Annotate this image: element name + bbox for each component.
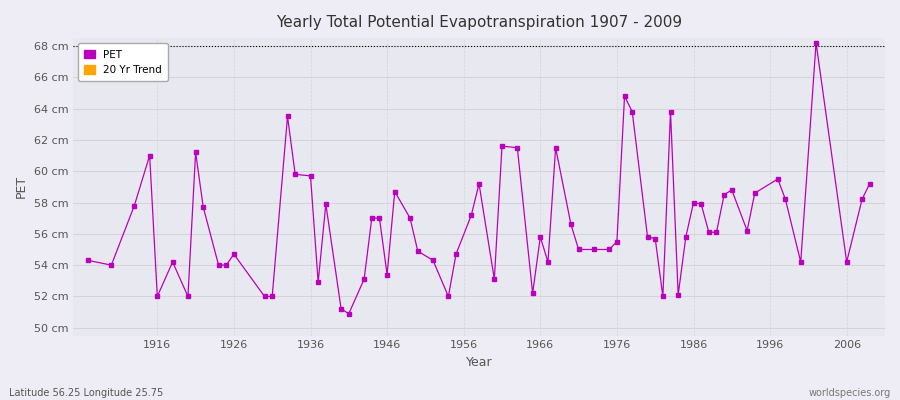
Y-axis label: PET: PET [15, 175, 28, 198]
Text: worldspecies.org: worldspecies.org [809, 388, 891, 398]
Title: Yearly Total Potential Evapotranspiration 1907 - 2009: Yearly Total Potential Evapotranspiratio… [276, 15, 682, 30]
Legend: PET, 20 Yr Trend: PET, 20 Yr Trend [78, 43, 168, 81]
Text: Latitude 56.25 Longitude 25.75: Latitude 56.25 Longitude 25.75 [9, 388, 163, 398]
X-axis label: Year: Year [465, 356, 492, 369]
